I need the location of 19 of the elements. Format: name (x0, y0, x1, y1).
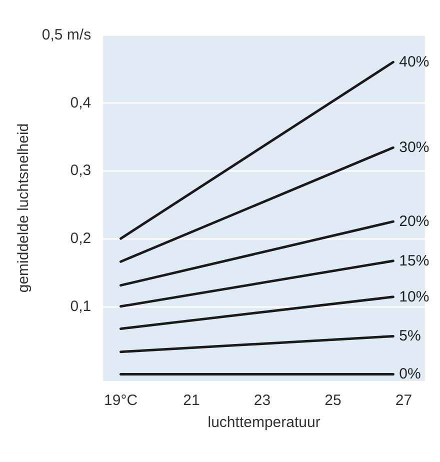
x-tick-label: 19°C (104, 392, 138, 409)
series-label: 20% (399, 213, 430, 230)
series-label: 40% (399, 54, 430, 71)
y-tick-label: 0,2 (70, 230, 92, 248)
x-axis-title: luchttemperatuur (208, 414, 320, 431)
series-label: 0% (399, 366, 421, 383)
y-tick-label: 0,1 (70, 298, 92, 315)
series-label: 10% (399, 288, 430, 306)
y-tick-label: 0,5 m/s (42, 26, 92, 44)
y-tick-label: 0,4 (70, 94, 92, 112)
y-tick-label: 0,3 (70, 162, 92, 180)
series-label: 30% (399, 139, 430, 156)
x-tick-label: 27 (395, 392, 412, 409)
series-label: 5% (399, 328, 421, 345)
x-tick-label: 23 (254, 392, 271, 409)
x-tick-label: 21 (183, 392, 200, 409)
y-axis-title: gemiddelde luchtsnelheid (15, 123, 32, 293)
series-label: 15% (399, 252, 430, 270)
x-tick-label: 25 (324, 392, 342, 409)
